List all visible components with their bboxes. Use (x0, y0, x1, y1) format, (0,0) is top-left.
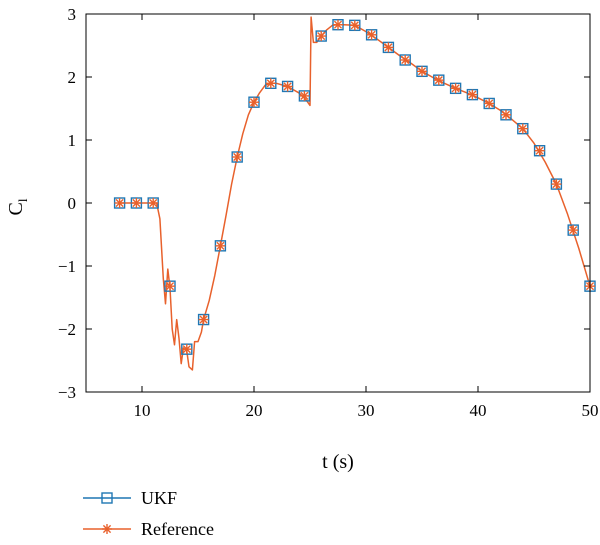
reference-point (517, 123, 528, 134)
reference-point (333, 19, 343, 30)
x-tick-label: 50 (582, 401, 599, 420)
reference-point (265, 78, 276, 89)
reference-point (198, 314, 209, 325)
reference-point (366, 29, 377, 40)
y-axis-label-subscript: l (15, 198, 30, 202)
y-tick-label: −3 (58, 383, 76, 402)
legend-ukf-marker (101, 492, 113, 504)
reference-point (568, 225, 579, 236)
plot-frame (85, 13, 591, 393)
legend-reference-marker (102, 524, 112, 534)
y-tick-label: 1 (68, 131, 77, 150)
chart-axes: 10 20 30 40 50 −3 −2 −1 0 1 2 3 (58, 5, 599, 420)
x-tick-label: 10 (134, 401, 151, 420)
x-tick-label: 40 (470, 401, 487, 420)
legend: UKF Reference (83, 488, 214, 539)
reference-point (349, 20, 360, 31)
reference-point (501, 109, 511, 120)
reference-point (299, 90, 310, 101)
reference-point (131, 198, 142, 208)
y-tick-label: 0 (68, 194, 77, 213)
reference-point (433, 75, 444, 86)
reference-point (316, 31, 327, 42)
x-axis-label: t (s) (322, 451, 354, 473)
reference-point (215, 240, 226, 251)
y-axis-label-main: C (5, 202, 27, 215)
reference-point (148, 198, 159, 208)
reference-point (383, 42, 394, 53)
reference-point (467, 89, 478, 100)
reference-point (534, 145, 545, 156)
chart-marks (113, 16, 596, 371)
reference-point (551, 179, 562, 190)
legend-ukf-label: UKF (141, 488, 177, 508)
y-tick-label: −2 (58, 320, 76, 339)
reference-point (249, 97, 259, 108)
reference-point (181, 344, 192, 355)
y-tick-label: 3 (68, 5, 77, 24)
reference-point (232, 152, 243, 163)
y-tick-label: −1 (58, 257, 76, 276)
legend-reference-label: Reference (141, 519, 214, 539)
y-tick-label: 2 (68, 68, 77, 87)
reference-point (484, 98, 495, 109)
reference-point (417, 66, 427, 77)
reference-point (114, 198, 125, 208)
x-tick-label: 20 (246, 401, 263, 420)
reference-point (450, 83, 461, 94)
reference-point (400, 54, 411, 65)
y-axis-label: Cl (5, 198, 30, 215)
reference-line (119, 16, 591, 371)
reference-point (282, 81, 293, 92)
x-tick-label: 30 (358, 401, 375, 420)
reference-point (165, 281, 175, 292)
